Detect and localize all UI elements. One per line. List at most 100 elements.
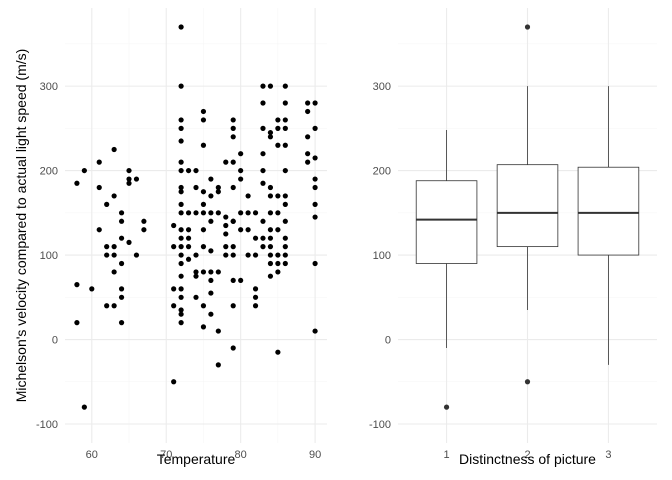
boxplot-y-tick-label: 300 xyxy=(373,81,391,93)
scatter-point xyxy=(312,155,318,161)
scatter-point xyxy=(245,193,251,199)
scatter-point xyxy=(230,252,236,258)
scatter-point xyxy=(312,184,318,191)
scatter-point xyxy=(178,125,184,131)
scatter-point xyxy=(104,252,110,258)
scatter-point xyxy=(282,235,288,241)
scatter-point xyxy=(81,404,87,410)
scatter-point xyxy=(118,286,125,292)
scatter-point xyxy=(178,294,184,300)
scatter-point xyxy=(178,24,184,30)
scatter-point xyxy=(230,218,236,224)
y-axis-title: Michelson's velocity compared to actual … xyxy=(13,49,29,403)
scatter-point xyxy=(178,235,184,241)
scatter-point xyxy=(230,184,236,191)
scatter-point xyxy=(275,193,281,199)
scatter-point xyxy=(208,311,214,317)
scatter-point xyxy=(74,180,80,186)
scatter-point xyxy=(178,210,184,216)
scatter-point xyxy=(312,328,318,334)
scatter-point xyxy=(223,244,229,250)
scatter-x-axis-title: Temperature xyxy=(157,451,236,467)
scatter-point xyxy=(185,244,192,250)
scatter-point xyxy=(185,210,192,216)
scatter-point xyxy=(178,307,184,313)
scatter-point xyxy=(305,100,311,106)
scatter-point xyxy=(171,244,177,250)
scatter-point xyxy=(230,244,236,250)
scatter-point xyxy=(275,269,281,275)
scatter-point xyxy=(267,252,274,258)
scatter-point xyxy=(208,210,214,216)
scatter-point xyxy=(267,83,274,89)
scatter-point xyxy=(260,244,266,250)
scatter-point xyxy=(282,252,288,258)
scatter-point xyxy=(178,252,184,258)
scatter-point xyxy=(178,227,184,233)
scatter-point xyxy=(312,176,318,182)
scatter-point xyxy=(305,108,311,115)
scatter-point xyxy=(275,227,281,233)
scatter-point xyxy=(111,252,117,258)
scatter-point xyxy=(275,142,281,148)
box-outlier xyxy=(524,379,531,385)
scatter-point xyxy=(282,260,288,267)
scatter-point xyxy=(178,138,184,144)
scatter-point xyxy=(252,235,259,241)
scatter-point xyxy=(275,125,281,131)
scatter-point xyxy=(208,277,214,284)
scatter-point xyxy=(178,117,184,123)
scatter-x-tick-labels: 60 70 80 90 xyxy=(86,449,322,461)
scatter-point xyxy=(267,235,274,241)
scatter-point xyxy=(267,193,274,199)
scatter-point xyxy=(260,100,266,106)
scatter-point xyxy=(230,134,236,140)
scatter-point xyxy=(200,201,207,207)
scatter-point xyxy=(178,189,184,195)
scatter-point xyxy=(238,151,244,157)
scatter-point xyxy=(111,244,117,250)
box-1 xyxy=(415,130,478,410)
scatter-point xyxy=(275,117,281,123)
scatter-point xyxy=(171,286,177,292)
boxplot-panel: -100 0 100 200 300 1 2 3 Distinctness of pictu… xyxy=(369,8,657,467)
scatter-point xyxy=(96,159,102,165)
scatter-y-tick-label: 100 xyxy=(40,250,58,262)
scatter-point xyxy=(312,214,318,220)
scatter-point xyxy=(215,362,221,368)
scatter-point xyxy=(118,260,125,267)
scatter-point xyxy=(215,210,221,216)
scatter-point xyxy=(193,294,199,300)
scatter-point xyxy=(178,311,184,317)
scatter-point xyxy=(185,235,192,241)
scatter-point xyxy=(200,303,207,309)
scatter-point xyxy=(178,320,184,326)
boxplot-y-tick-label: -100 xyxy=(369,419,391,431)
scatter-point xyxy=(178,167,184,174)
scatter-point xyxy=(208,218,214,224)
scatter-point xyxy=(312,125,318,131)
scatter-point xyxy=(185,256,192,262)
scatter-point xyxy=(141,218,147,224)
boxplot-y-tick-label: 0 xyxy=(385,335,391,347)
scatter-point xyxy=(200,189,207,195)
boxplot-x-tick-label: 3 xyxy=(605,449,611,461)
scatter-point xyxy=(185,227,192,233)
scatter-point xyxy=(223,252,229,258)
scatter-point xyxy=(305,134,311,140)
scatter-point xyxy=(104,303,110,309)
scatter-point xyxy=(252,294,259,300)
boxplot-x-tick-label: 1 xyxy=(444,449,450,461)
scatter-point xyxy=(252,252,259,258)
scatter-point xyxy=(215,328,221,334)
scatter-point xyxy=(208,193,214,199)
scatter-point xyxy=(238,227,244,233)
boxplot-y-tick-label: 200 xyxy=(373,166,391,178)
scatter-point xyxy=(141,227,147,233)
box-2 xyxy=(496,24,559,385)
scatter-point xyxy=(267,244,274,250)
scatter-point xyxy=(200,269,207,275)
scatter-point xyxy=(230,345,236,351)
scatter-point xyxy=(252,286,259,292)
scatter-point xyxy=(178,201,184,207)
